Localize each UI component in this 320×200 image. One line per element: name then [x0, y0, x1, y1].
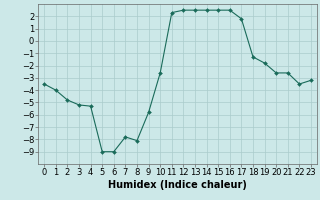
X-axis label: Humidex (Indice chaleur): Humidex (Indice chaleur) — [108, 180, 247, 190]
